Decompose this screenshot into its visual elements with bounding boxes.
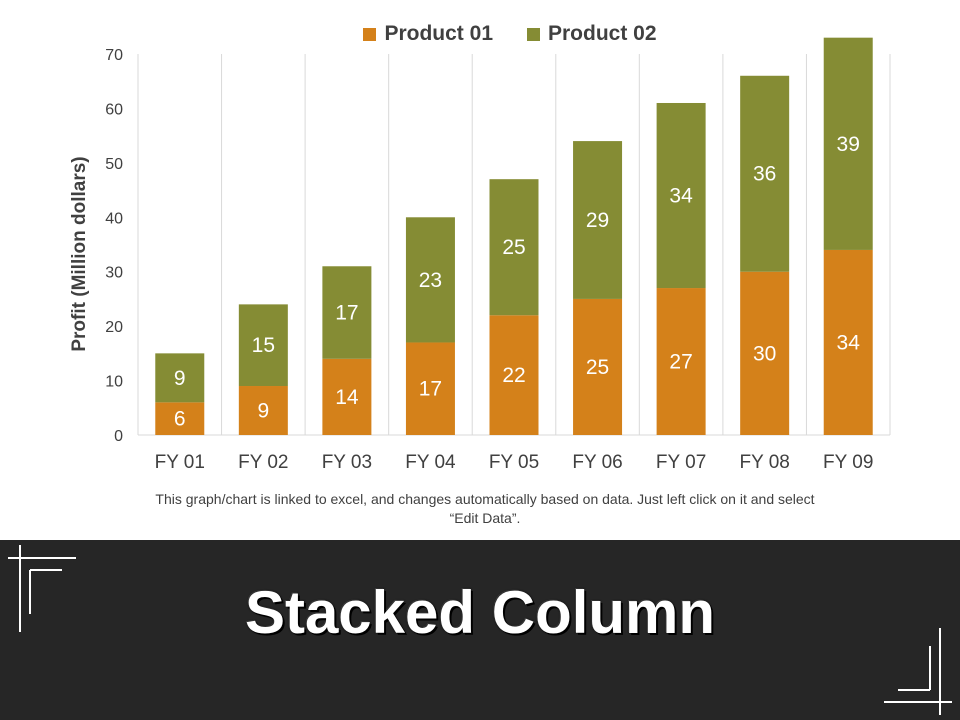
- data-label: 27: [669, 351, 692, 374]
- bar-product-01: [489, 315, 539, 435]
- corner-bracket-bottom-right-icon: [884, 628, 952, 715]
- bar-product-02: [740, 75, 790, 272]
- stacked-column-chart[interactable]: 0 10 20 30 40 50 60 70 6 9 FY 01 9 15 FY 02 14 17 FY 03 1…: [0, 0, 960, 480]
- x-tick-label: FY 08: [739, 452, 789, 473]
- bar-product-01: [740, 271, 790, 435]
- legend-item-product-01: Product 01: [363, 22, 493, 46]
- corner-bracket-top-left-icon: [8, 545, 76, 632]
- bar-product-02: [405, 217, 455, 343]
- data-label: 22: [502, 364, 525, 387]
- bar-product-01: [322, 358, 372, 435]
- bar-product-01: [656, 288, 706, 435]
- bar-product-02: [823, 37, 873, 250]
- y-tick-label: 40: [105, 210, 123, 227]
- data-label: 17: [335, 302, 358, 325]
- data-label: 6: [174, 408, 186, 431]
- bar-product-02: [155, 353, 205, 403]
- bar-product-02: [656, 102, 706, 289]
- y-tick-label: 20: [105, 319, 123, 336]
- legend-swatch-product-01: [363, 27, 377, 41]
- legend-item-product-02: Product 02: [527, 22, 657, 46]
- data-label: 29: [586, 209, 609, 232]
- bar-product-02: [573, 141, 623, 299]
- bar-product-02: [489, 179, 539, 316]
- data-label: 23: [419, 269, 442, 292]
- data-label: 14: [335, 386, 359, 409]
- x-tick-label: FY 09: [823, 452, 873, 473]
- bar-product-01: [405, 342, 455, 435]
- bar-product-01: [823, 249, 873, 435]
- data-label: 34: [837, 331, 861, 354]
- x-tick-label: FY 01: [155, 452, 205, 473]
- x-tick-label: FY 02: [238, 452, 288, 473]
- data-label: 34: [669, 185, 693, 208]
- slide-title: Stacked Column: [244, 579, 716, 646]
- bar-product-01: [238, 386, 288, 435]
- x-tick-label: FY 07: [656, 452, 706, 473]
- bar-product-01: [155, 402, 205, 435]
- data-label: 30: [753, 342, 776, 365]
- data-label: 25: [502, 236, 525, 259]
- legend-label-product-01: Product 01: [384, 22, 493, 45]
- y-tick-label: 60: [105, 101, 123, 118]
- bar-product-02: [322, 266, 372, 359]
- y-tick-label: 0: [114, 428, 123, 445]
- y-tick-label: 30: [105, 265, 123, 282]
- data-label: 15: [252, 334, 275, 357]
- data-label: 9: [257, 400, 269, 423]
- chart-legend: Product 01 Product 02: [0, 22, 960, 46]
- y-tick-label: 50: [105, 156, 123, 173]
- data-label: 36: [753, 163, 776, 186]
- x-tick-label: FY 04: [405, 452, 456, 473]
- legend-label-product-02: Product 02: [548, 22, 657, 45]
- y-tick-label: 70: [105, 47, 123, 64]
- bar-product-01: [573, 298, 623, 435]
- y-tick-label: 10: [105, 374, 123, 391]
- y-axis-label: Profit (Million dollars): [69, 156, 90, 352]
- chart-note: This graph/chart is linked to excel, and…: [155, 491, 815, 526]
- bar-product-02: [238, 304, 288, 387]
- data-label: 17: [419, 378, 442, 401]
- x-tick-label: FY 03: [322, 452, 372, 473]
- legend-swatch-product-02: [527, 27, 540, 41]
- chart-area[interactable]: 0 10 20 30 40 50 60 70 6 9 FY 01 9 15 FY 02 14 17 FY 03 1…: [0, 0, 960, 540]
- x-tick-label: FY 05: [489, 452, 539, 473]
- data-label: 39: [837, 133, 860, 156]
- data-label: 9: [174, 367, 186, 390]
- x-tick-label: FY 06: [572, 452, 622, 473]
- title-banner: Stacked Column: [0, 540, 960, 720]
- data-label: 25: [586, 356, 609, 379]
